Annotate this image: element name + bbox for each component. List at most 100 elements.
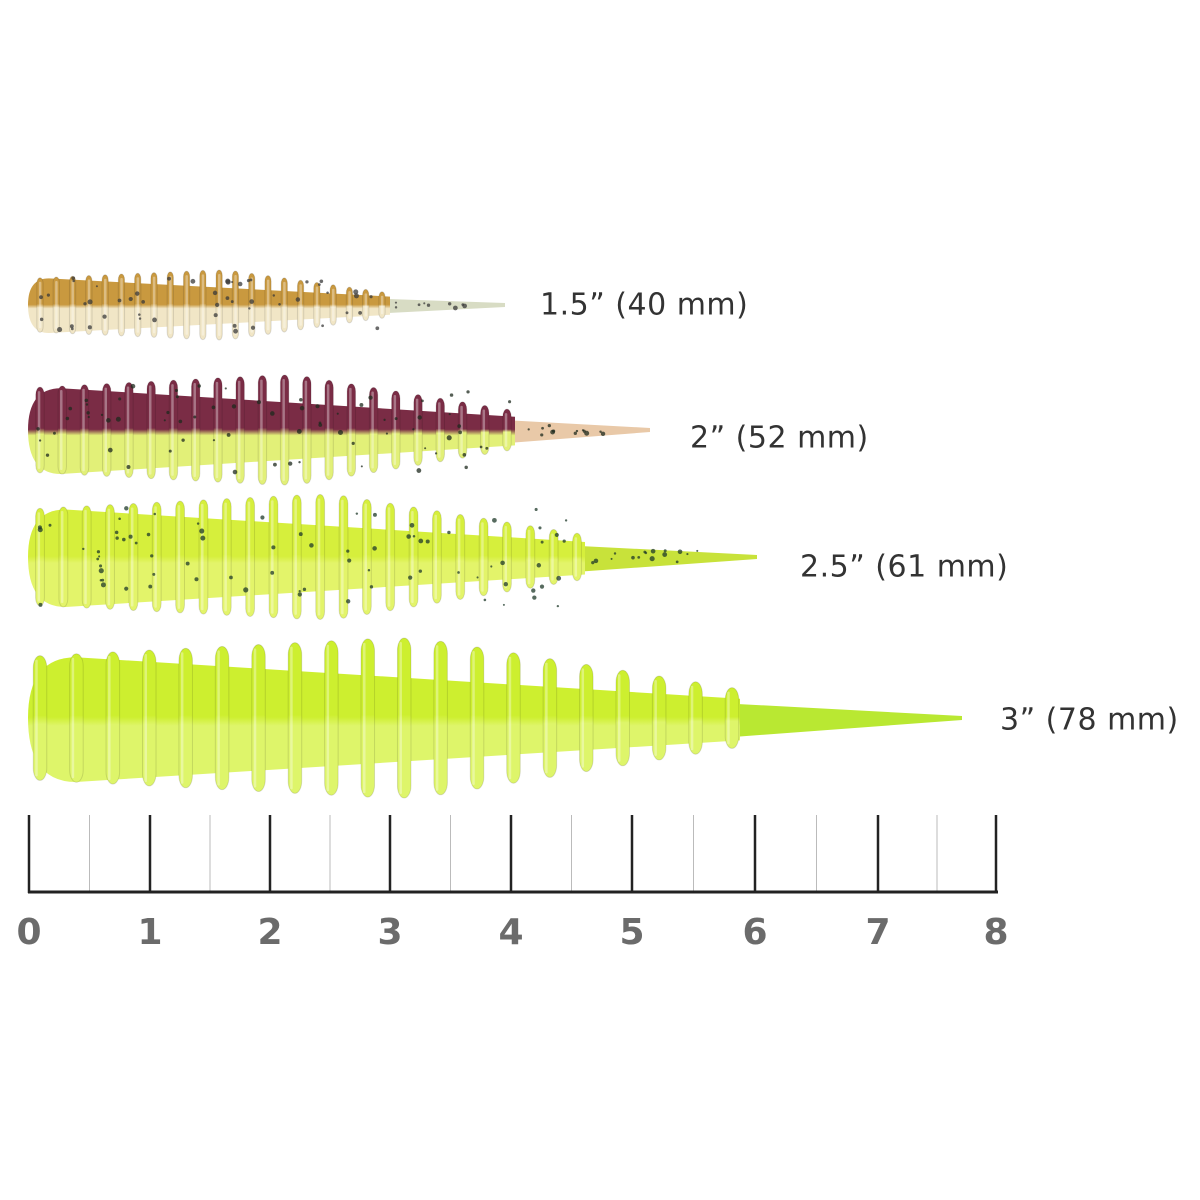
- lure-rib: [542, 658, 558, 778]
- rib-highlight: [38, 281, 42, 329]
- lure-rib: [688, 681, 703, 755]
- lure-size-label-3: 2.5” (61 mm): [800, 549, 1009, 585]
- lure-rib: [268, 495, 279, 619]
- speckle: [148, 584, 153, 589]
- lure-rib: [502, 408, 512, 452]
- speckle: [369, 295, 373, 299]
- speckle: [305, 280, 309, 284]
- rib-highlight: [104, 387, 108, 473]
- lure-body: [28, 509, 585, 607]
- speckle: [126, 464, 131, 469]
- speckle: [309, 543, 314, 548]
- ruler-label-5: 5: [619, 912, 645, 953]
- speckle: [229, 575, 233, 580]
- rib-highlight: [411, 511, 414, 603]
- speckle: [531, 588, 536, 593]
- speckle: [556, 604, 560, 608]
- speckle: [536, 563, 542, 568]
- speckle: [124, 586, 129, 591]
- lure-rib: [548, 529, 559, 585]
- speckle: [464, 465, 468, 470]
- speckle: [599, 430, 602, 433]
- speckle: [270, 570, 275, 575]
- rib-highlight: [104, 278, 107, 332]
- rib-highlight: [253, 648, 257, 788]
- speckle: [675, 560, 679, 564]
- rib-highlight: [348, 291, 351, 319]
- speckle: [166, 410, 170, 415]
- speckle: [360, 465, 363, 468]
- rib-highlight: [574, 537, 578, 577]
- speckle: [174, 388, 178, 393]
- rib-highlight: [35, 659, 38, 777]
- speckle: [200, 535, 206, 541]
- speckle: [337, 429, 344, 435]
- lure-rib: [433, 640, 448, 796]
- speckle: [610, 557, 613, 560]
- lure-rib: [296, 279, 305, 331]
- rib-highlight: [508, 656, 512, 780]
- lure-rib: [378, 291, 386, 319]
- speckle: [417, 303, 421, 307]
- speckle: [83, 302, 87, 306]
- speckle: [45, 453, 50, 457]
- lure-rib: [651, 675, 667, 761]
- speckle: [336, 412, 339, 415]
- lure-rib: [287, 642, 303, 794]
- lure-rib: [478, 517, 489, 597]
- rib-highlight: [545, 662, 548, 774]
- speckle: [319, 279, 324, 284]
- speckle: [124, 506, 129, 511]
- speckle: [99, 564, 103, 568]
- lure-rib: [329, 284, 337, 326]
- rib-highlight: [364, 293, 368, 317]
- rib-highlight: [144, 654, 147, 782]
- lure-rib: [480, 404, 490, 456]
- speckle: [152, 317, 157, 323]
- rib-highlight: [136, 277, 140, 333]
- speckle: [128, 296, 133, 302]
- speckle: [298, 461, 301, 464]
- rib-highlight: [266, 279, 270, 331]
- rib-highlight: [37, 512, 41, 602]
- lure-rib: [69, 653, 84, 783]
- speckle: [273, 462, 277, 467]
- speckle: [532, 595, 537, 600]
- ruler-label-1: 1: [137, 912, 163, 953]
- lure-size-label-2: 2” (52 mm): [690, 420, 869, 456]
- lure-tail: [380, 298, 505, 314]
- speckle: [87, 415, 90, 419]
- speckle: [539, 584, 545, 589]
- speckle: [118, 397, 122, 401]
- lure-4: [28, 637, 962, 799]
- speckle: [39, 317, 44, 322]
- speckle: [406, 534, 411, 539]
- rib-highlight: [393, 395, 397, 465]
- speckle: [115, 416, 121, 422]
- lure-rib: [408, 506, 419, 608]
- speckle: [562, 539, 566, 543]
- lure-rib: [457, 401, 468, 459]
- speckle: [447, 302, 452, 306]
- speckle: [409, 522, 415, 528]
- lure-rib: [199, 269, 207, 341]
- rib-highlight: [193, 383, 196, 477]
- speckle: [232, 323, 237, 328]
- speckle: [87, 325, 92, 330]
- speckle: [96, 557, 100, 561]
- speckle: [550, 429, 555, 435]
- speckle: [98, 555, 101, 558]
- lure-rib: [52, 276, 60, 334]
- rib-highlight: [415, 398, 419, 462]
- speckle: [153, 512, 157, 516]
- speckle: [194, 577, 199, 582]
- speckle: [372, 546, 377, 551]
- lure-rib: [391, 390, 401, 470]
- speckle: [449, 393, 454, 397]
- speckle: [575, 429, 579, 433]
- speckle: [367, 569, 371, 572]
- speckle: [270, 411, 275, 416]
- rib-highlight: [130, 507, 134, 607]
- speckle: [141, 300, 145, 304]
- speckle: [345, 599, 351, 604]
